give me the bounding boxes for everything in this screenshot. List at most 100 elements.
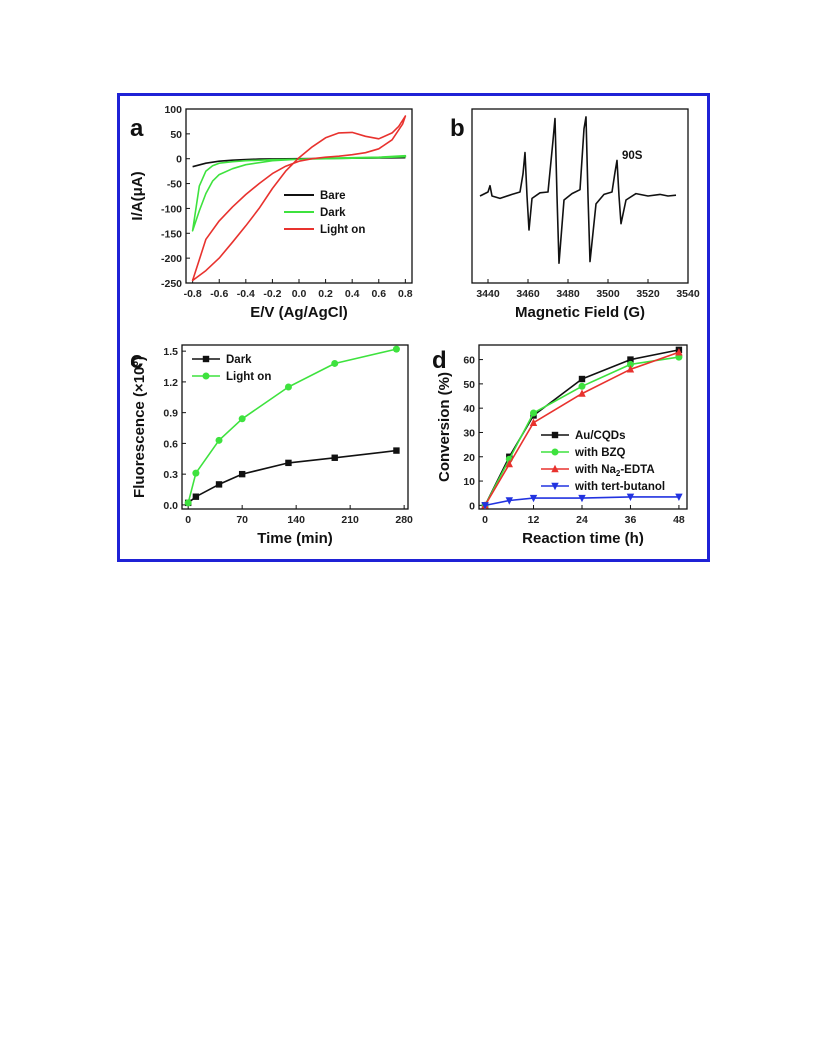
legend-marker [202, 372, 210, 380]
x-tick-label: 280 [395, 514, 413, 526]
data-point [331, 359, 339, 367]
legend-marker [551, 448, 559, 456]
data-point [393, 447, 400, 454]
x-tick-label: 3480 [556, 288, 580, 300]
x-tick-label: 0.0 [292, 288, 307, 300]
data-point [578, 382, 586, 390]
x-tick-label: 0 [482, 514, 488, 526]
y-tick-label: 40 [463, 403, 475, 415]
legend-marker [551, 431, 559, 439]
series-line-0 [484, 349, 680, 506]
legend-label-tail: -EDTA [620, 464, 654, 476]
data-point [184, 499, 192, 507]
data-point [578, 389, 586, 397]
y-tick-label: 50 [463, 379, 475, 391]
y-tick-label: 30 [463, 427, 475, 439]
x-tick-label: 3500 [596, 288, 620, 300]
legend-label: with tert-butanol [574, 481, 665, 493]
data-point [505, 497, 513, 505]
data-point [192, 469, 200, 477]
legend-label: Dark [226, 354, 252, 366]
y-tick-label: 0.9 [163, 408, 178, 420]
data-point [192, 493, 200, 500]
data-point [238, 415, 246, 423]
y-axis-label-main: Fluorescence (×10 [131, 367, 148, 498]
data-point [238, 470, 246, 478]
data-point [529, 494, 538, 503]
panel-c: 0 70 140 210 280 0.0 0.3 0.6 0.9 1.2 1.5 Time (min)… [130, 344, 413, 547]
legend-label: Dark [320, 207, 346, 219]
legend-label: Bare [320, 190, 346, 202]
x-tick-label: 70 [236, 514, 248, 526]
data-point [331, 454, 338, 461]
y-tick-label: 50 [170, 129, 182, 141]
x-axis-label: Time (min) [257, 530, 333, 547]
x-tick-label: 140 [287, 514, 305, 526]
x-tick-label: 210 [341, 514, 359, 526]
x-tick-label: 24 [576, 514, 588, 526]
y-tick-label: -200 [161, 253, 182, 265]
series-line-1 [484, 356, 680, 506]
legend-label: with Na2-EDTA [574, 464, 655, 478]
y-tick-label: -150 [161, 228, 182, 240]
y-axis-label-exp: 6 [130, 361, 141, 367]
figure-canvas: -0.8 -0.6 -0.4 -0.2 0.0 0.2 0.4 0.6 0.8 -250 -200 -… [129, 104, 700, 547]
series-line-2 [484, 351, 680, 506]
x-tick-label: 3440 [476, 288, 500, 300]
series-line-2 [191, 115, 407, 282]
legend-label: Au/CQDs [575, 430, 625, 442]
y-tick-label: 60 [463, 355, 475, 367]
data-point [578, 494, 586, 503]
x-axis-label: E/V (Ag/AgCl) [250, 304, 348, 321]
data-point [215, 436, 223, 444]
data-point [626, 493, 635, 502]
panel-a: -0.8 -0.6 -0.4 -0.2 0.0 0.2 0.4 0.6 0.8 -250 -200 -… [129, 104, 413, 321]
legend: Dark Light on [192, 354, 271, 383]
y-tick-label: -50 [167, 179, 182, 191]
data-point [626, 365, 635, 373]
y-axis-label: I/A(μA) [129, 171, 146, 220]
data-point [392, 345, 400, 353]
data-point [626, 360, 634, 368]
x-tick-label: 3540 [676, 288, 700, 300]
legend-label: Light on [226, 371, 271, 383]
series-line-0 [479, 116, 677, 264]
x-tick-label: 0.8 [398, 288, 413, 300]
x-tick-label: -0.6 [210, 288, 228, 300]
panel-letter: b [450, 115, 465, 142]
data-point [578, 375, 586, 383]
x-axis-label: Magnetic Field (G) [515, 304, 645, 321]
x-tick-label: 0.6 [371, 288, 386, 300]
legend-label-sub: 2 [616, 469, 621, 478]
data-point [530, 409, 538, 417]
x-tick-label: 36 [625, 514, 637, 526]
panel-letter: c [130, 347, 143, 374]
y-axis-label: Conversion (%) [436, 372, 453, 482]
series-line-1 [191, 154, 407, 232]
y-tick-label: 0 [469, 500, 475, 512]
x-tick-label: -0.4 [237, 288, 255, 300]
data-point [284, 383, 292, 391]
legend-marker [551, 482, 559, 491]
y-tick-label: 0.0 [163, 500, 178, 512]
data-point [215, 481, 223, 488]
series-line-3 [484, 496, 679, 507]
data-point [675, 493, 683, 502]
data-point [481, 502, 489, 510]
y-tick-label: -250 [161, 278, 182, 290]
plot-frame [471, 108, 689, 284]
y-tick-label: 0.3 [163, 469, 178, 481]
x-axis-label: Reaction time (h) [522, 530, 644, 547]
y-tick-label: 1.2 [163, 377, 178, 389]
plot-frame [181, 344, 409, 510]
data-point [285, 459, 292, 467]
x-tick-label: 48 [673, 514, 685, 526]
y-tick-label: 100 [164, 104, 182, 116]
x-tick-label: 3460 [516, 288, 540, 300]
panel-d: 0 12 24 36 48 0 10 20 30 40 50 60 Reaction time (h) d… [432, 344, 688, 547]
x-tick-label: 0.4 [345, 288, 360, 300]
series-line-1 [187, 348, 397, 504]
x-tick-label: 3520 [636, 288, 660, 300]
x-tick-label: -0.8 [184, 288, 202, 300]
series-line-0 [187, 449, 397, 504]
